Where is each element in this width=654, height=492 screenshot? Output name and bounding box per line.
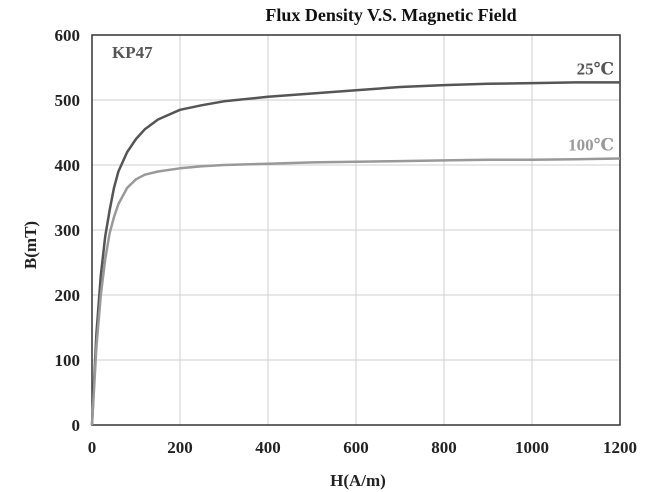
y-tick-label: 500 — [55, 91, 81, 110]
x-tick-label: 1200 — [603, 438, 637, 457]
y-tick-label: 200 — [55, 286, 81, 305]
x-tick-label: 0 — [88, 438, 97, 457]
x-tick-label: 1000 — [515, 438, 549, 457]
x-tick-label: 200 — [167, 438, 193, 457]
y-tick-label: 400 — [55, 156, 81, 175]
x-tick-label: 800 — [431, 438, 457, 457]
material-label: KP47 — [112, 43, 153, 62]
series-line-1 — [90, 81, 620, 426]
x-axis-label: H(A/m) — [330, 471, 386, 490]
series-line-2 — [90, 157, 621, 426]
x-tick-label: 600 — [343, 438, 369, 457]
grid — [92, 35, 620, 425]
y-tick-label: 600 — [55, 26, 81, 45]
series-group: 25℃ 100℃ — [90, 59, 621, 426]
series-label-2: 100℃ — [568, 136, 614, 155]
y-tick-label: 100 — [55, 351, 81, 370]
x-tick-label: 400 — [255, 438, 281, 457]
chart-title: Flux Density V.S. Magnetic Field — [265, 5, 516, 25]
plot-frame — [91, 34, 621, 426]
y-tick-label: 0 — [72, 416, 81, 435]
y-axis-label: B(mT) — [21, 221, 40, 269]
y-tick-label: 300 — [55, 221, 81, 240]
tick-labels: 0 200 400 600 800 1000 1200 0 100 200 300 400 500 600 — [55, 26, 638, 457]
series-label-1: 25℃ — [577, 59, 614, 78]
